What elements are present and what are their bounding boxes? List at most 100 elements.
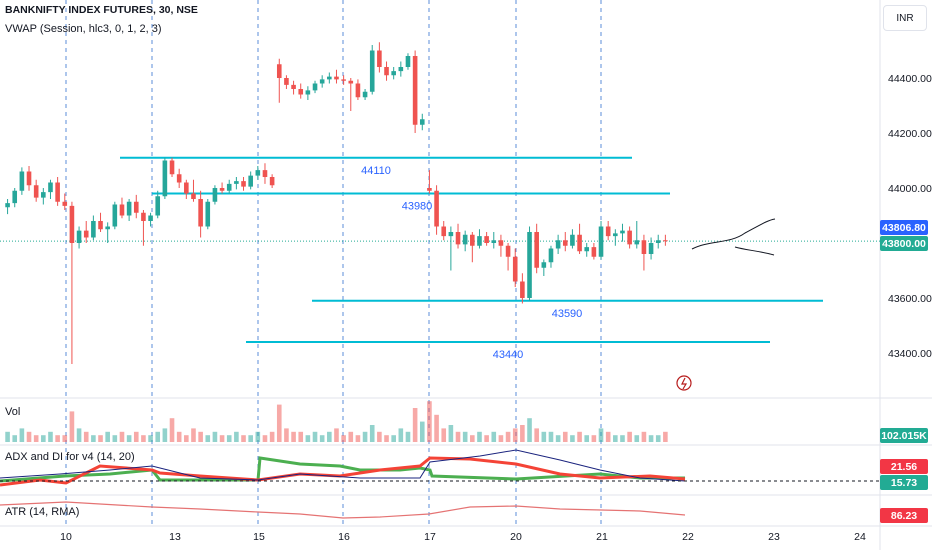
volume-bar bbox=[527, 418, 532, 442]
level-lines: 44110 43980 43590 43440 bbox=[0, 156, 880, 361]
alert-icon-bolt bbox=[681, 377, 688, 390]
atr-badge: 86.23 bbox=[880, 508, 928, 523]
volume-bar bbox=[541, 431, 547, 442]
candle-body bbox=[477, 236, 482, 246]
candle-body bbox=[176, 174, 182, 183]
adx-pane-label[interactable]: ADX and DI for v4 (14, 20) bbox=[5, 451, 135, 463]
candle-body bbox=[498, 240, 504, 246]
candle-body bbox=[162, 160, 168, 197]
candle-body bbox=[91, 221, 96, 238]
volume-bar bbox=[663, 431, 668, 442]
candle-body bbox=[534, 232, 539, 268]
volume-pane-label[interactable]: Vol bbox=[5, 406, 21, 418]
candle-body bbox=[126, 201, 132, 216]
vwap-price-badge: 43800.00 bbox=[880, 236, 928, 251]
volume-bar bbox=[605, 431, 611, 442]
volume-bar bbox=[298, 431, 304, 442]
candle-body bbox=[83, 230, 89, 238]
candle-body bbox=[455, 232, 461, 245]
candle-body bbox=[298, 89, 304, 95]
candle-body bbox=[362, 91, 368, 98]
time-tick-label: 23 bbox=[768, 531, 780, 543]
candle-body bbox=[355, 83, 361, 98]
candle-body bbox=[119, 204, 125, 216]
time-tick-label: 24 bbox=[854, 531, 866, 543]
candle-body bbox=[512, 256, 518, 282]
candle-body bbox=[484, 236, 489, 243]
volume-bar bbox=[5, 431, 10, 442]
candle-body bbox=[234, 181, 239, 184]
volume-bar bbox=[520, 425, 525, 442]
candle-body bbox=[69, 205, 75, 243]
volume-bar bbox=[241, 435, 246, 442]
volume-bar bbox=[613, 435, 618, 442]
volume-bar bbox=[191, 428, 196, 442]
candle-body bbox=[226, 183, 232, 191]
candle-body bbox=[276, 64, 282, 78]
volume-bar bbox=[591, 435, 597, 442]
volume-bar bbox=[512, 428, 518, 442]
time-tick-label: 10 bbox=[60, 531, 72, 543]
volume-bar bbox=[434, 414, 439, 442]
volume-bar bbox=[234, 431, 239, 442]
candle-body bbox=[105, 226, 110, 230]
candle-body bbox=[448, 232, 454, 237]
candle-body bbox=[391, 71, 396, 76]
volume-bar bbox=[555, 435, 561, 442]
level-label: 44110 bbox=[361, 165, 391, 177]
vwap-line bbox=[8, 80, 666, 259]
volume-bar bbox=[26, 431, 32, 442]
volume-bar bbox=[598, 428, 604, 442]
price-tick-label: 44000.00 bbox=[888, 183, 932, 195]
currency-button[interactable]: INR bbox=[883, 5, 927, 31]
volume-bar bbox=[198, 431, 203, 442]
candle-body bbox=[284, 78, 289, 85]
level-label: 43980 bbox=[402, 201, 433, 213]
volume-bar bbox=[184, 435, 189, 442]
volume-bar bbox=[655, 435, 661, 442]
volume-bar bbox=[405, 431, 411, 442]
candle-body bbox=[548, 248, 554, 263]
time-axis[interactable]: 10 13 15 16 17 20 21 22 23 24 bbox=[60, 531, 866, 543]
volume-bar bbox=[412, 408, 418, 442]
candle-body bbox=[191, 193, 196, 199]
candle-body bbox=[627, 230, 632, 245]
level-label: 43440 bbox=[493, 349, 524, 361]
volume-bar bbox=[577, 431, 582, 442]
candle-body bbox=[405, 56, 411, 67]
candle-body bbox=[262, 170, 268, 177]
volume-bar bbox=[176, 431, 182, 442]
volume-bar bbox=[12, 435, 18, 442]
time-tick-label: 22 bbox=[682, 531, 694, 543]
price-axis[interactable]: 44400.00 44200.00 44000.00 43600.00 43400.00 bbox=[888, 73, 932, 360]
candle-body bbox=[427, 188, 432, 191]
freehand-drawings bbox=[676, 218, 776, 391]
volume-bar bbox=[291, 431, 296, 442]
candle-body bbox=[269, 177, 275, 186]
freehand-stroke bbox=[691, 218, 776, 250]
time-tick-label: 20 bbox=[510, 531, 522, 543]
candle-body bbox=[26, 171, 32, 186]
candle-body bbox=[212, 188, 218, 202]
candle-body bbox=[41, 192, 46, 198]
di-minus-badge: 21.56 bbox=[880, 459, 928, 474]
candle-body bbox=[520, 281, 525, 298]
volume-bar bbox=[276, 404, 282, 442]
volume-bar bbox=[255, 431, 261, 442]
volume-bar bbox=[226, 435, 232, 442]
volume-bar bbox=[427, 401, 432, 442]
candle-body bbox=[205, 201, 211, 227]
candle-body bbox=[198, 199, 203, 227]
atr-pane-label[interactable]: ATR (14, RMA) bbox=[5, 506, 80, 518]
volume-bar bbox=[398, 428, 404, 442]
time-tick-label: 17 bbox=[424, 531, 436, 543]
symbol-title: BANKNIFTY INDEX FUTURES, 30, NSE bbox=[5, 4, 198, 16]
volume-bar bbox=[505, 431, 511, 442]
volume-bar bbox=[498, 435, 504, 442]
time-tick-label: 21 bbox=[596, 531, 608, 543]
volume-bar bbox=[305, 435, 311, 442]
candle-body bbox=[434, 190, 439, 227]
vwap-indicator-label[interactable]: VWAP (Session, hlc3, 0, 1, 2, 3) bbox=[5, 23, 162, 35]
